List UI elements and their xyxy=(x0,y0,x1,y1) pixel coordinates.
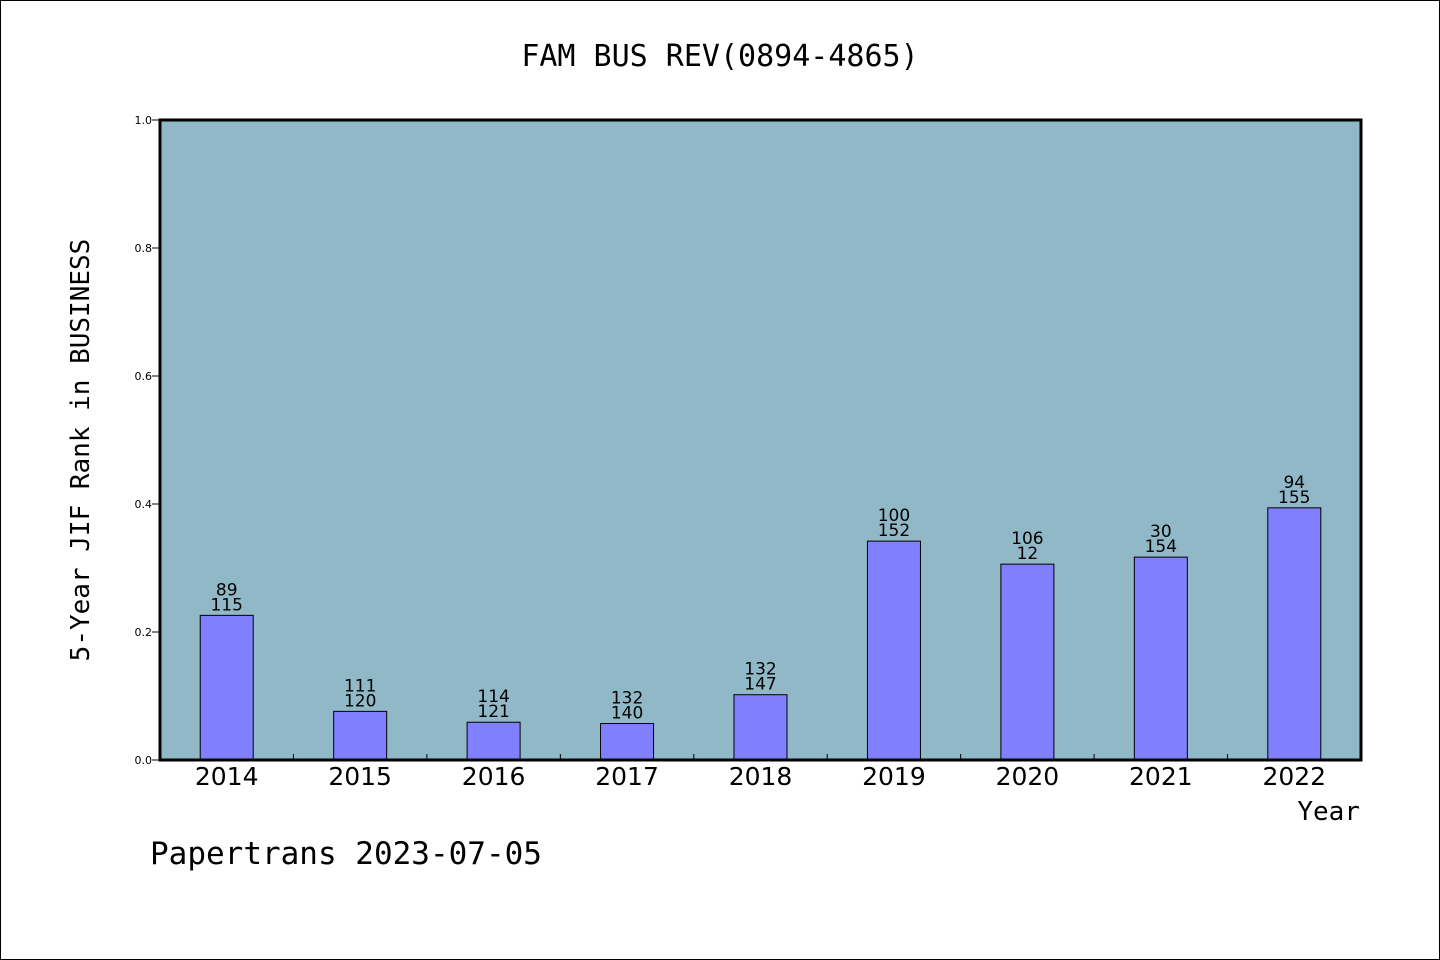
bar-2018 xyxy=(733,694,788,761)
x-tick-label-2017: 2017 xyxy=(595,762,659,791)
data-label-bottom-2017: 140 xyxy=(611,704,643,724)
x-tick-label-2021: 2021 xyxy=(1129,762,1193,791)
data-label-top-2017: 132 xyxy=(611,689,643,709)
bar-2015 xyxy=(333,710,388,761)
data-label-bottom-2018: 147 xyxy=(744,675,776,695)
data-label-top-2016: 114 xyxy=(477,687,509,707)
data-label-top-2019: 100 xyxy=(878,506,910,526)
bar-2022 xyxy=(1267,507,1322,761)
data-label-top-2018: 132 xyxy=(744,660,776,680)
data-label-top-2021: 30 xyxy=(1150,522,1172,542)
data-label-bottom-2022: 155 xyxy=(1278,488,1310,508)
x-tick-label-2020: 2020 xyxy=(996,762,1060,791)
x-axis-label: Year xyxy=(1297,797,1360,827)
x-axis: 2014 2015 2016 2017 2018 2019 2020 2021 2022 xyxy=(195,754,1326,791)
x-tick-label-2016: 2016 xyxy=(462,762,526,791)
bar-2019 xyxy=(866,540,921,761)
y-tick-label: 0.0 xyxy=(135,754,153,767)
data-label-bottom-2014: 115 xyxy=(210,595,242,615)
y-tick-label: 0.2 xyxy=(135,626,153,639)
x-tick-label-2015: 2015 xyxy=(328,762,392,791)
y-tick-label: 0.8 xyxy=(135,242,153,255)
data-label-bottom-2021: 154 xyxy=(1145,537,1177,557)
data-label-bottom-2016: 121 xyxy=(477,702,509,722)
y-tick-label: 0.6 xyxy=(135,370,153,383)
x-tick-label-2018: 2018 xyxy=(729,762,793,791)
y-axis-label: 5-Year JIF Rank in BUSINESS xyxy=(66,239,96,662)
y-tick-label: 1.0 xyxy=(135,114,153,127)
bar-2021 xyxy=(1133,556,1188,761)
bar-2017 xyxy=(600,723,655,761)
bars-group xyxy=(199,507,1322,761)
data-label-bottom-2020: 12 xyxy=(1017,544,1039,564)
x-tick-label-2022: 2022 xyxy=(1262,762,1326,791)
data-label-bottom-2015: 120 xyxy=(344,691,376,711)
data-label-bottom-2019: 152 xyxy=(878,521,910,541)
data-label-top-2015: 111 xyxy=(344,676,376,696)
data-label-top-2022: 94 xyxy=(1283,473,1305,493)
x-tick-label-2019: 2019 xyxy=(862,762,926,791)
y-axis: 0.0 0.2 0.4 0.6 0.8 1.0 xyxy=(135,114,160,767)
chart-title: FAM BUS REV(0894-4865) xyxy=(521,39,918,74)
data-label-top-2020: 106 xyxy=(1011,529,1043,549)
footer-credit: Papertrans 2023-07-05 xyxy=(150,836,542,872)
plot-border xyxy=(158,118,1363,762)
bar-2020 xyxy=(1000,563,1055,761)
bar-2016 xyxy=(466,721,521,761)
bar-2014 xyxy=(199,614,254,761)
data-label-top-2014: 89 xyxy=(216,580,238,600)
x-tick-label-2014: 2014 xyxy=(195,762,259,791)
y-tick-label: 0.4 xyxy=(135,498,153,511)
